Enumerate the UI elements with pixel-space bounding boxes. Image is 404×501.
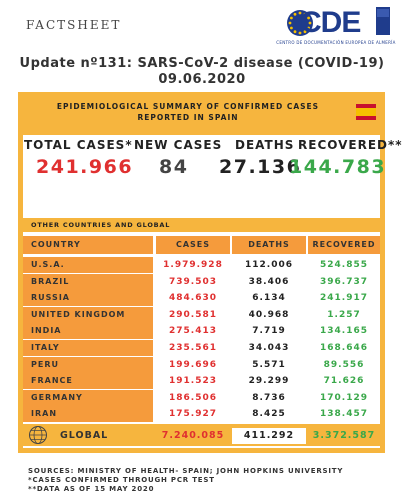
title-line-2: 09.06.2020	[158, 72, 246, 87]
new-cases-label: NEW CASES	[134, 138, 223, 152]
eu-stars-logo-icon	[287, 7, 390, 36]
row-cases: 175.927	[156, 406, 230, 422]
global-cases: 7.240.085	[161, 430, 225, 441]
row-country: BRAZIL	[23, 274, 153, 290]
row-country: RUSSIA	[23, 290, 153, 306]
recovered-value: 144.783	[289, 156, 387, 178]
row-cases: 739.503	[156, 274, 230, 290]
spain-flag-icon	[356, 104, 376, 120]
row-recovered: 89.556	[308, 357, 380, 373]
row-country: IRAN	[23, 406, 153, 422]
header-cases: CASES	[156, 236, 230, 254]
row-deaths: 40.968	[232, 307, 306, 323]
total-cases-value: 241.966	[36, 156, 134, 178]
row-deaths: 34.043	[232, 340, 306, 356]
row-recovered: 134.165	[308, 323, 380, 339]
row-cases: 235.561	[156, 340, 230, 356]
row-deaths: 29.299	[232, 373, 306, 389]
row-recovered: 241.917	[308, 290, 380, 306]
banner-line-2: REPORTED IN SPAIN	[137, 113, 239, 122]
header-country: COUNTRY	[23, 236, 153, 254]
row-cases: 275.413	[156, 323, 230, 339]
row-recovered: 168.646	[308, 340, 380, 356]
row-deaths: 6.134	[232, 290, 306, 306]
factsheet-label: FACTSHEET	[26, 18, 122, 32]
row-cases: 191.523	[156, 373, 230, 389]
row-cases: 290.581	[156, 307, 230, 323]
row-country: PERU	[23, 357, 153, 373]
row-deaths: 8.736	[232, 390, 306, 406]
row-country: INDIA	[23, 323, 153, 339]
row-recovered: 1.257	[308, 307, 380, 323]
row-recovered: 71.626	[308, 373, 380, 389]
row-country: UNITED KINGDOM	[23, 307, 153, 323]
row-country: FRANCE	[23, 373, 153, 389]
row-country: GERMANY	[23, 390, 153, 406]
page-title: Update nº131: SARS-CoV-2 disease (COVID-…	[0, 56, 404, 88]
logo-subtitle: CENTRO DE DOCUMENTACIÓN EUROPEA DE ALMER…	[276, 40, 396, 45]
spain-banner	[23, 97, 380, 135]
spain-banner-text: EPIDEMIOLOGICAL SUMMARY OF CONFIRMED CAS…	[23, 101, 353, 123]
row-cases: 199.696	[156, 357, 230, 373]
global-deaths: 411.292	[232, 428, 306, 444]
row-recovered: 396.737	[308, 274, 380, 290]
row-deaths: 8.425	[232, 406, 306, 422]
footer-note-1: *CASES CONFIRMED THROUGH PCR TEST	[28, 476, 215, 484]
new-cases-value: 84	[159, 156, 189, 178]
footer-notes: SOURCES: MINISTRY OF HEALTH- SPAIN; JOHN…	[28, 467, 343, 494]
footer-sources: SOURCES: MINISTRY OF HEALTH- SPAIN; JOHN…	[28, 467, 344, 475]
deaths-label: DEATHS	[235, 138, 295, 152]
title-line-1: Update nº131: SARS-CoV-2 disease (COVID-…	[19, 56, 385, 71]
row-recovered: 170.129	[308, 390, 380, 406]
global-recovered: 3.372.587	[312, 430, 376, 441]
logo-text: CDE	[300, 6, 361, 39]
row-cases: 186.506	[156, 390, 230, 406]
row-deaths: 5.571	[232, 357, 306, 373]
row-deaths: 38.406	[232, 274, 306, 290]
header-recovered: RECOVERED	[308, 236, 380, 254]
row-country: U.S.A.	[23, 257, 153, 273]
total-cases-label: TOTAL CASES*	[24, 138, 133, 152]
row-cases: 484.630	[156, 290, 230, 306]
banner-line-1: EPIDEMIOLOGICAL SUMMARY OF CONFIRMED CAS…	[56, 102, 320, 111]
row-deaths: 7.719	[232, 323, 306, 339]
header-deaths: DEATHS	[232, 236, 306, 254]
deaths-value: 27.136	[219, 156, 302, 178]
globe-icon	[29, 426, 47, 444]
row-recovered: 138.457	[308, 406, 380, 422]
row-deaths: 112.006	[232, 257, 306, 273]
recovered-label: RECOVERED**	[298, 138, 403, 152]
row-cases: 1.979.928	[156, 257, 230, 273]
other-countries-bar	[23, 218, 380, 232]
other-countries-title: OTHER COUNTRIES AND GLOBAL	[31, 221, 171, 229]
footer-note-2: **DATA AS OF 15 MAY 2020	[28, 485, 155, 493]
row-recovered: 524.855	[308, 257, 380, 273]
global-label: GLOBAL	[60, 430, 109, 441]
row-country: ITALY	[23, 340, 153, 356]
